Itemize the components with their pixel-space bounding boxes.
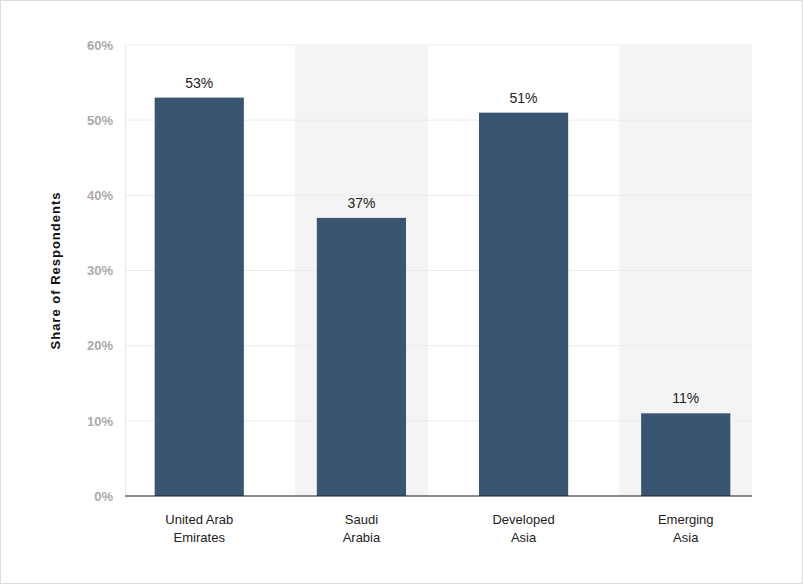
- y-tick-label: 10%: [87, 413, 113, 428]
- x-tick-label-line: Developed: [492, 512, 554, 527]
- y-tick-label: 0%: [94, 489, 113, 504]
- data-label: 37%: [347, 195, 375, 211]
- y-tick-label: 20%: [87, 338, 113, 353]
- bars: [155, 98, 731, 496]
- grid-line: [125, 45, 752, 46]
- bar: [155, 98, 244, 496]
- y-tick: 0%: [94, 489, 125, 504]
- x-tick-label-line: Emerging: [658, 512, 714, 527]
- plot: 0% 10% 20% 30% 40% 50% 60% United Arab Emirates S…: [87, 38, 752, 545]
- data-label: 53%: [185, 75, 213, 91]
- y-tick-label: 30%: [87, 263, 113, 278]
- x-tick: Emerging Asia: [641, 496, 713, 545]
- data-label: 51%: [510, 90, 538, 106]
- x-tick-label: Emerging Asia: [658, 512, 714, 545]
- y-axis-title: Share of Respondents: [48, 192, 63, 350]
- x-axis-line: [125, 495, 752, 496]
- bar: [317, 218, 406, 496]
- y-tick-label: 50%: [87, 113, 113, 128]
- y-tick: 50%: [87, 113, 125, 128]
- y-tick: 10%: [87, 413, 125, 428]
- grid-line: [125, 496, 752, 497]
- x-axis: United Arab Emirates Saudi Arabia Developed A…: [125, 496, 752, 545]
- data-labels: 53% 37% 51% 11%: [185, 75, 699, 407]
- x-tick-label: United Arab Emirates: [165, 512, 233, 545]
- x-tick-label: Saudi Arabia: [343, 512, 381, 545]
- x-tick: Saudi Arabia: [317, 496, 381, 545]
- y-tick: 60%: [87, 38, 125, 53]
- x-tick: Developed Asia: [479, 496, 555, 545]
- frame: [1, 1, 803, 584]
- y-axis: 0% 10% 20% 30% 40% 50% 60%: [87, 38, 126, 504]
- x-tick-label-line: Asia: [511, 530, 537, 545]
- y-tick: 30%: [87, 263, 125, 278]
- data-label: 11%: [672, 390, 699, 406]
- y-tick: 40%: [87, 188, 125, 203]
- y-tick: 20%: [87, 338, 125, 353]
- x-tick-label-line: Saudi: [345, 512, 378, 527]
- x-tick-label: Developed Asia: [492, 512, 554, 545]
- x-tick-label-line: Emirates: [174, 530, 226, 545]
- x-tick-label-line: Asia: [673, 530, 699, 545]
- y-tick-label: 40%: [87, 188, 113, 203]
- bar: [641, 413, 730, 496]
- x-tick-label-line: Arabia: [343, 530, 381, 545]
- grid: [125, 45, 752, 496]
- x-tick-label-line: United Arab: [165, 512, 233, 527]
- y-tick-label: 60%: [87, 38, 113, 53]
- x-tick: United Arab Emirates: [155, 496, 234, 545]
- chart: 0% 10% 20% 30% 40% 50% 60% United Arab Emirates S…: [0, 0, 803, 584]
- bar: [479, 113, 568, 496]
- y-axis-line: [125, 46, 126, 497]
